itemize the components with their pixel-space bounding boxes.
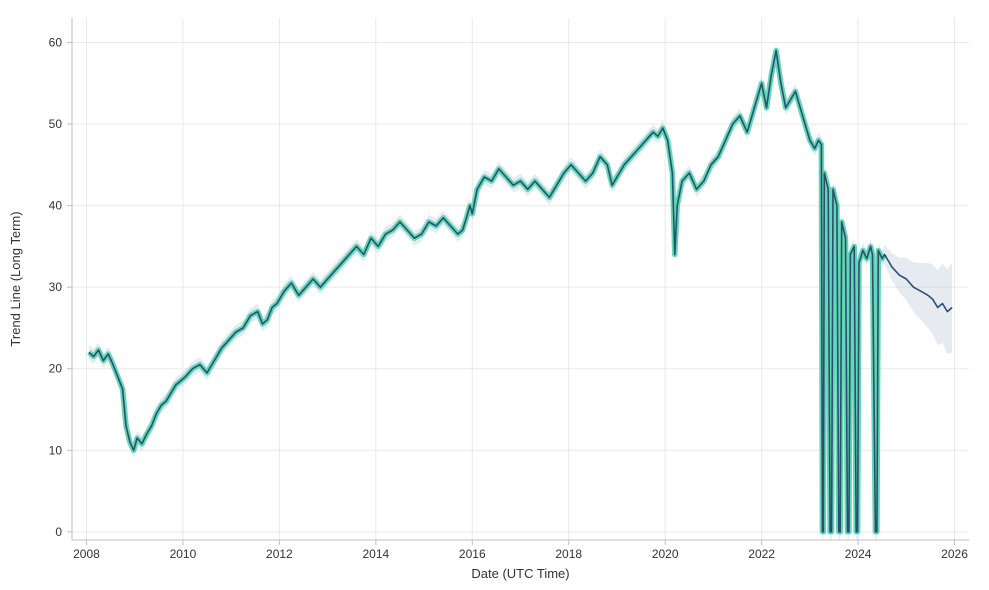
- y-tick-label: 40: [49, 199, 63, 213]
- y-tick-label: 0: [55, 525, 62, 539]
- x-tick-label: 2010: [170, 547, 197, 561]
- trend-line-chart: 2008201020122014201620182020202220242026…: [0, 0, 989, 590]
- y-tick-label: 20: [49, 362, 63, 376]
- x-axis-label: Date (UTC Time): [471, 566, 569, 581]
- y-tick-label: 50: [49, 117, 63, 131]
- x-tick-label: 2024: [845, 547, 872, 561]
- x-tick-label: 2014: [362, 547, 389, 561]
- x-tick-label: 2020: [652, 547, 679, 561]
- y-tick-label: 60: [49, 35, 63, 49]
- chart-svg: 2008201020122014201620182020202220242026…: [0, 0, 989, 590]
- trend-highlight-line: [89, 51, 885, 532]
- x-tick-label: 2022: [748, 547, 775, 561]
- x-tick-label: 2012: [266, 547, 293, 561]
- y-tick-label: 10: [49, 443, 63, 457]
- x-tick-label: 2026: [941, 547, 968, 561]
- x-tick-label: 2018: [555, 547, 582, 561]
- x-tick-label: 2008: [73, 547, 100, 561]
- y-axis-label: Trend Line (Long Term): [8, 211, 23, 346]
- y-tick-label: 30: [49, 280, 63, 294]
- x-tick-label: 2016: [459, 547, 486, 561]
